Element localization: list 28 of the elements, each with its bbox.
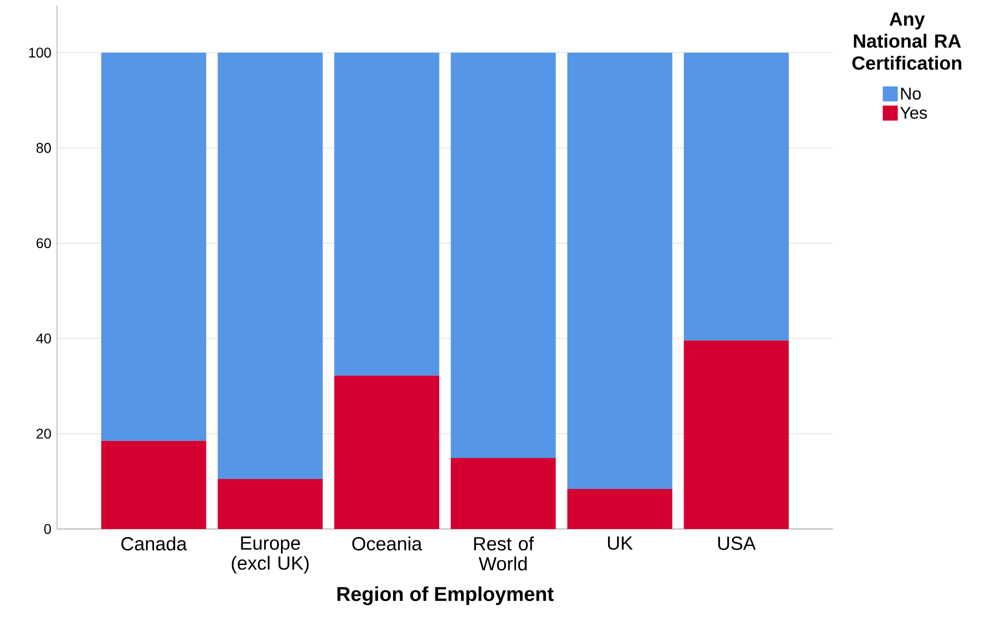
bar <box>567 488 672 529</box>
x-tick-label: UK <box>608 536 633 550</box>
x-tick-label: Canada <box>121 536 187 550</box>
legend-label: No <box>901 88 921 100</box>
bar <box>101 440 206 529</box>
legend-title: Any National RA Certification <box>852 12 962 70</box>
bar <box>218 478 323 529</box>
y-tick-label: 100 <box>29 48 51 58</box>
bar <box>567 52 672 489</box>
bar <box>334 376 440 529</box>
y-tick-label: 40 <box>36 333 51 344</box>
y-tick-label: 20 <box>36 428 51 439</box>
bar <box>684 340 789 529</box>
y-tick-label: 60 <box>36 238 51 248</box>
x-tick-label: Oceania <box>352 536 422 550</box>
x-tick-label: Rest of World <box>474 536 534 570</box>
y-tick-label: 0 <box>44 524 51 534</box>
x-axis-title: Region of Employment <box>337 586 554 606</box>
bar <box>684 52 789 340</box>
x-tick-label: USA <box>718 536 756 550</box>
bar <box>450 52 556 458</box>
y-tick-label: 80 <box>36 142 51 153</box>
bar <box>450 458 556 529</box>
x-tick-label: Europe (excl UK) <box>232 536 309 574</box>
legend-label: Yes <box>900 106 927 119</box>
bar <box>334 52 440 376</box>
bar <box>218 52 323 479</box>
bar <box>101 52 206 441</box>
